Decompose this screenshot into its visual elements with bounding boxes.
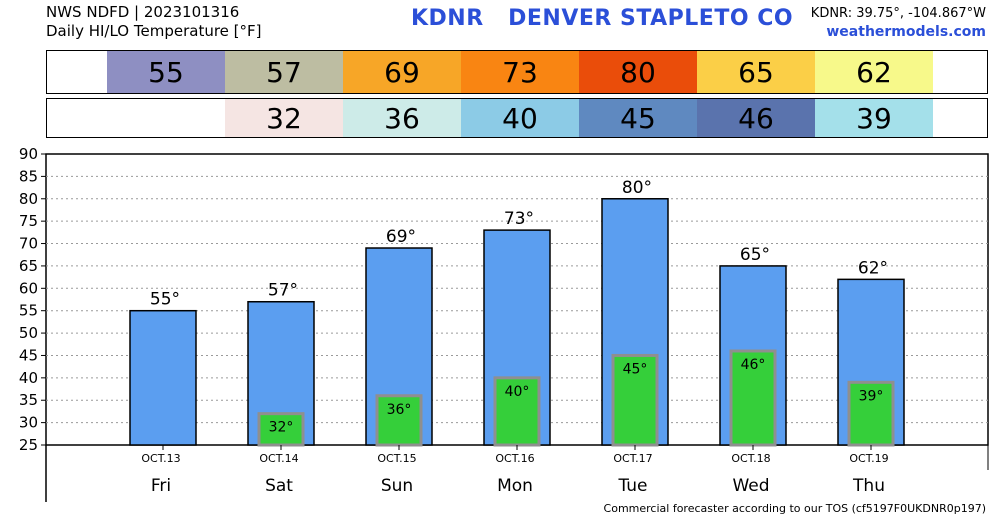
y-tick-label: 40 (19, 369, 38, 387)
lo_strip-cell: 46 (697, 99, 815, 137)
station-coords: KDNR: 39.75°, -104.867°W (810, 6, 986, 21)
product-label: Daily HI/LO Temperature [°F] (46, 22, 262, 40)
hi_strip-cell: 65 (697, 51, 815, 93)
y-tick-label: 55 (19, 302, 38, 320)
x-date-label: OCT.14 (259, 452, 298, 465)
low-temp-label: 46° (741, 357, 766, 373)
hi_strip-cell: 62 (815, 51, 933, 93)
lo_strip-cell: 40 (461, 99, 579, 137)
x-day-label: Wed (732, 476, 769, 496)
lo_strip-cell: 32 (225, 99, 343, 137)
hi_strip-cell: 69 (343, 51, 461, 93)
y-tick-label: 30 (19, 414, 38, 432)
station-title: KDNR DENVER STAPLETO CO (411, 6, 794, 31)
hi_strip-cell: 55 (107, 51, 225, 93)
low-temp-label: 40° (505, 384, 530, 400)
high-temp-label: 73° (504, 209, 534, 229)
x-day-label: Thu (852, 476, 885, 496)
lo_strip-cell: 45 (579, 99, 697, 137)
temperature-chart: 25 30 35 40 45 50 55 60 65 70 75 80 85 90 55° 32° 57° 36°… (19, 145, 989, 502)
y-tick-label: 25 (19, 436, 38, 454)
lo_strip-cell: 36 (343, 99, 461, 137)
x-date-label: OCT.16 (495, 452, 534, 465)
lo_strip-cell (107, 99, 225, 137)
y-tick-label: 50 (19, 324, 38, 342)
footer-note: Commercial forecaster according to our T… (603, 502, 986, 515)
low-temp-label: 36° (387, 402, 412, 418)
high-temp-label: 62° (858, 258, 888, 278)
y-tick-label: 60 (19, 279, 38, 297)
y-tick-label: 80 (19, 190, 38, 208)
model-run-label: NWS NDFD | 2023101316 (46, 3, 240, 21)
y-tick-label: 45 (19, 346, 38, 364)
x-date-label: OCT.15 (377, 452, 416, 465)
y-tick-label: 70 (19, 235, 38, 253)
y-tick-label: 85 (19, 167, 38, 185)
hi_strip-cell: 80 (579, 51, 697, 93)
x-day-label: Mon (497, 476, 533, 496)
low-temp-label: 45° (623, 361, 648, 377)
site-link[interactable]: weathermodels.com (826, 24, 986, 40)
high-temp-label: 57° (268, 281, 298, 301)
x-day-label: Tue (617, 476, 647, 496)
y-tick-label: 65 (19, 257, 38, 275)
x-date-label: OCT.17 (613, 452, 652, 465)
high-temp-label: 69° (386, 227, 416, 247)
y-tick-label: 35 (19, 391, 38, 409)
high-temp-strip: 55 57 69 73 80 65 62 (46, 50, 988, 94)
x-day-label: Sat (265, 476, 293, 496)
high-temp-label: 80° (622, 178, 652, 198)
high-temp-bar (129, 309, 197, 446)
low-temp-label: 32° (269, 420, 294, 436)
x-date-label: OCT.13 (141, 452, 180, 465)
x-day-label: Sun (381, 476, 413, 496)
header-info: NWS NDFD | 2023101316 Daily HI/LO Temper… (46, 3, 262, 41)
high-temp-label: 65° (740, 245, 770, 265)
high-temp-label: 55° (150, 290, 180, 310)
low-temp-label: 39° (859, 388, 884, 404)
x-date-label: OCT.18 (731, 452, 770, 465)
x-day-label: Fri (151, 476, 171, 496)
station-coords-block: KDNR: 39.75°, -104.867°W weathermodels.c… (811, 4, 986, 42)
low-temp-bar (729, 349, 777, 447)
y-tick-label: 90 (19, 145, 38, 163)
x-date-label: OCT.19 (849, 452, 888, 465)
y-tick-label: 75 (19, 212, 38, 230)
low-temp-strip: 32 36 40 45 46 39 (46, 98, 988, 138)
hi_strip-cell: 57 (225, 51, 343, 93)
lo_strip-cell: 39 (815, 99, 933, 137)
low-temp-bar (847, 380, 895, 447)
hi_strip-cell: 73 (461, 51, 579, 93)
